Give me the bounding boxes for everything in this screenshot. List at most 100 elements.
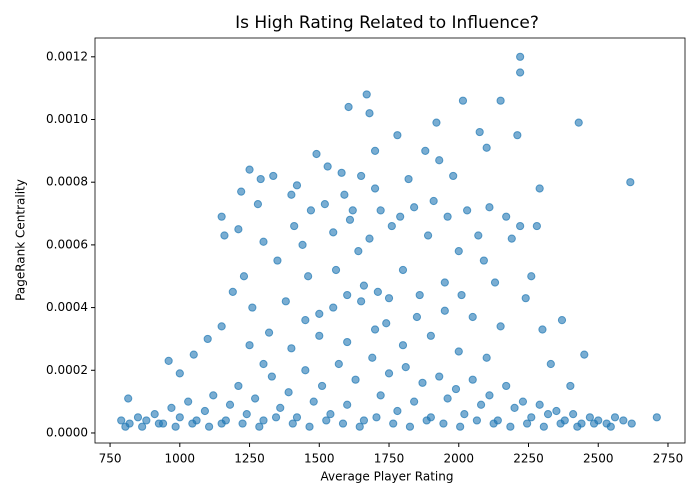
- point: [175, 369, 184, 378]
- point: [287, 344, 296, 353]
- point: [410, 397, 419, 406]
- point: [552, 406, 561, 416]
- point: [329, 228, 338, 237]
- point: [154, 419, 163, 428]
- point: [357, 297, 366, 306]
- point: [585, 413, 594, 422]
- point: [284, 388, 293, 397]
- chart-title: Is High Rating Related to Influence?: [235, 13, 539, 33]
- point: [574, 118, 583, 127]
- y-tick-label: 0.0010: [46, 112, 88, 126]
- point: [472, 416, 481, 425]
- point: [652, 413, 661, 422]
- point: [259, 237, 268, 246]
- point: [370, 325, 380, 334]
- point: [276, 403, 285, 412]
- point: [510, 403, 519, 412]
- point: [355, 422, 364, 431]
- point: [317, 381, 327, 391]
- point: [506, 422, 515, 431]
- point: [569, 410, 578, 419]
- point: [234, 381, 243, 391]
- point: [398, 341, 408, 350]
- point: [259, 416, 268, 425]
- point: [298, 240, 307, 249]
- point: [626, 178, 635, 187]
- point: [539, 422, 548, 431]
- point: [323, 162, 332, 171]
- plot-frame: [94, 37, 686, 444]
- point: [343, 290, 352, 300]
- point: [393, 131, 402, 140]
- point: [189, 350, 198, 359]
- point: [209, 391, 218, 400]
- point: [301, 366, 310, 375]
- point: [418, 378, 427, 387]
- point: [203, 334, 212, 344]
- point: [204, 422, 214, 431]
- point: [281, 297, 290, 306]
- point: [245, 341, 254, 350]
- point: [426, 331, 435, 340]
- point: [256, 174, 265, 184]
- point: [238, 419, 247, 428]
- x-tick-label: 1500: [304, 452, 335, 466]
- point: [556, 419, 565, 428]
- point: [164, 356, 173, 365]
- point: [315, 309, 324, 318]
- point: [606, 422, 615, 431]
- point: [357, 171, 366, 181]
- x-axis-label: Average Player Rating: [321, 470, 454, 484]
- point: [521, 294, 530, 303]
- point: [423, 231, 433, 240]
- point: [365, 234, 374, 243]
- point: [532, 221, 541, 231]
- point: [627, 419, 636, 428]
- point: [405, 422, 415, 431]
- y-tick-label: 0.0008: [46, 175, 88, 189]
- point: [337, 168, 346, 177]
- point: [496, 322, 505, 331]
- point: [507, 234, 516, 243]
- point: [456, 422, 465, 431]
- point: [292, 413, 302, 422]
- point: [440, 278, 449, 287]
- point: [384, 369, 394, 378]
- point: [234, 225, 243, 234]
- point: [389, 419, 398, 428]
- point: [516, 52, 525, 61]
- point: [175, 413, 184, 422]
- x-tick-label: 2000: [443, 452, 474, 466]
- point: [320, 200, 329, 209]
- x-tick-label: 1000: [165, 452, 196, 466]
- point: [220, 231, 229, 240]
- point: [370, 184, 380, 193]
- point: [496, 96, 505, 105]
- point: [348, 206, 357, 215]
- point: [304, 272, 313, 281]
- x-tick-label: 2500: [583, 452, 614, 466]
- point: [376, 391, 385, 400]
- point: [460, 410, 469, 419]
- point: [421, 146, 430, 155]
- point: [457, 290, 466, 300]
- point: [546, 359, 555, 369]
- point: [566, 381, 575, 391]
- point: [475, 127, 484, 137]
- y-tick-label: 0.0006: [46, 237, 88, 251]
- point: [535, 400, 544, 409]
- point: [287, 190, 296, 199]
- y-axis-label: PageRank Centrality: [14, 179, 28, 301]
- x-tick-label: 750: [99, 452, 122, 466]
- point: [485, 203, 494, 212]
- point: [343, 400, 352, 409]
- point: [259, 359, 268, 369]
- point: [273, 256, 282, 265]
- point: [439, 419, 448, 428]
- point: [373, 287, 382, 297]
- point: [535, 184, 544, 193]
- point: [200, 406, 210, 416]
- point: [518, 397, 528, 406]
- point: [387, 221, 396, 231]
